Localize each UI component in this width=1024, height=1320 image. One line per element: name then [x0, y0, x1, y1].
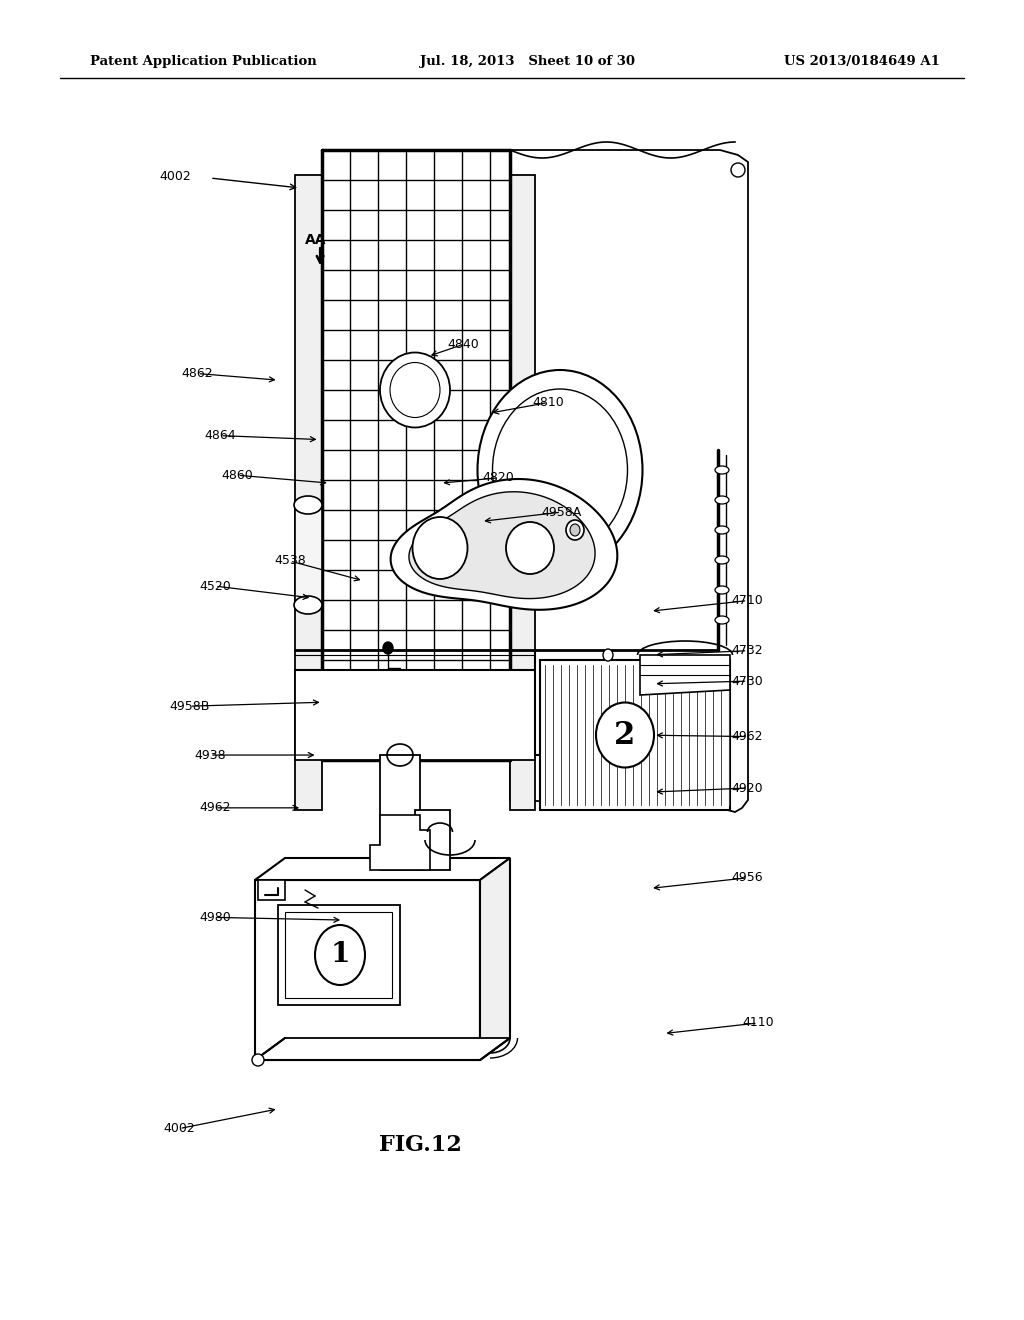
- Ellipse shape: [715, 466, 729, 474]
- Ellipse shape: [715, 525, 729, 535]
- Polygon shape: [255, 858, 510, 880]
- Polygon shape: [295, 506, 322, 605]
- Text: 4002: 4002: [159, 169, 190, 182]
- Text: 4864: 4864: [205, 429, 236, 442]
- Text: 4810: 4810: [531, 396, 564, 409]
- Ellipse shape: [390, 363, 440, 417]
- Polygon shape: [390, 479, 617, 610]
- Ellipse shape: [715, 496, 729, 504]
- Text: 1: 1: [331, 941, 349, 969]
- Ellipse shape: [493, 389, 628, 550]
- Polygon shape: [370, 814, 430, 870]
- Polygon shape: [255, 1038, 510, 1060]
- Ellipse shape: [715, 616, 729, 624]
- Polygon shape: [415, 810, 450, 870]
- Ellipse shape: [294, 496, 322, 513]
- Ellipse shape: [477, 370, 642, 570]
- Ellipse shape: [413, 517, 468, 579]
- Ellipse shape: [596, 702, 654, 767]
- Polygon shape: [640, 655, 730, 696]
- Polygon shape: [409, 492, 595, 598]
- Ellipse shape: [731, 162, 745, 177]
- Polygon shape: [540, 660, 730, 810]
- Ellipse shape: [383, 642, 393, 653]
- Text: 4732: 4732: [732, 644, 763, 657]
- Text: 4538: 4538: [273, 554, 306, 568]
- Text: 4962: 4962: [732, 730, 763, 743]
- Text: 4920: 4920: [732, 781, 763, 795]
- Text: 2: 2: [614, 719, 636, 751]
- Ellipse shape: [603, 649, 613, 661]
- Polygon shape: [255, 880, 480, 1060]
- Ellipse shape: [252, 1053, 264, 1067]
- Text: 4110: 4110: [742, 1016, 773, 1030]
- Text: 4002: 4002: [163, 1122, 196, 1135]
- Text: Jul. 18, 2013   Sheet 10 of 30: Jul. 18, 2013 Sheet 10 of 30: [420, 55, 635, 69]
- Text: 4730: 4730: [731, 675, 764, 688]
- Text: 4710: 4710: [731, 594, 764, 607]
- Text: Patent Application Publication: Patent Application Publication: [90, 55, 316, 69]
- Text: FIG.12: FIG.12: [379, 1134, 462, 1156]
- Text: 4820: 4820: [482, 471, 515, 484]
- Text: 4956: 4956: [732, 871, 763, 884]
- Text: 4840: 4840: [446, 338, 479, 351]
- Ellipse shape: [387, 744, 413, 766]
- Text: 4860: 4860: [221, 469, 254, 482]
- Polygon shape: [285, 912, 392, 998]
- Polygon shape: [295, 671, 535, 760]
- Polygon shape: [322, 150, 510, 760]
- Ellipse shape: [315, 925, 365, 985]
- Text: 4938: 4938: [195, 748, 225, 762]
- Text: AA: AA: [305, 234, 327, 247]
- Polygon shape: [480, 858, 510, 1060]
- Ellipse shape: [566, 520, 584, 540]
- Ellipse shape: [715, 556, 729, 564]
- Text: US 2013/0184649 A1: US 2013/0184649 A1: [784, 55, 940, 69]
- Ellipse shape: [715, 586, 729, 594]
- Text: 4520: 4520: [199, 579, 231, 593]
- Polygon shape: [510, 150, 748, 812]
- Text: 4958A: 4958A: [541, 506, 582, 519]
- Polygon shape: [278, 906, 400, 1005]
- Text: 4962: 4962: [200, 801, 230, 814]
- Polygon shape: [258, 880, 285, 900]
- Ellipse shape: [380, 352, 450, 428]
- Text: 4980: 4980: [199, 911, 231, 924]
- Text: 4958B: 4958B: [169, 700, 210, 713]
- Polygon shape: [510, 176, 535, 810]
- Ellipse shape: [294, 597, 322, 614]
- Ellipse shape: [506, 521, 554, 574]
- Polygon shape: [295, 176, 322, 810]
- Ellipse shape: [570, 524, 580, 536]
- Polygon shape: [380, 755, 420, 870]
- Text: 4862: 4862: [182, 367, 213, 380]
